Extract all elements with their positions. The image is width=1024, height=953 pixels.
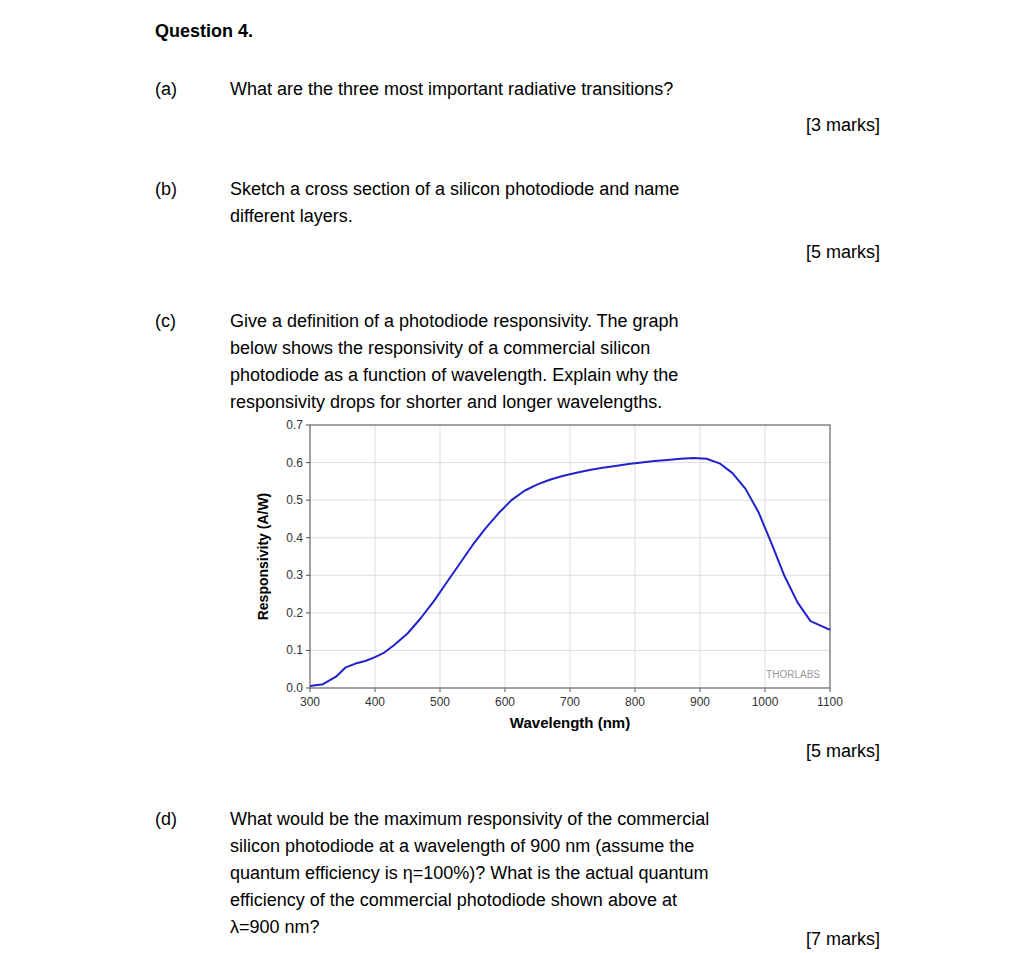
grid-line bbox=[375, 425, 376, 688]
grid-line bbox=[700, 425, 701, 688]
question-text: different layers. bbox=[230, 206, 353, 226]
x-tick-label: 300 bbox=[300, 695, 320, 709]
grid-line bbox=[310, 575, 830, 576]
tick bbox=[306, 500, 310, 501]
x-tick-label: 800 bbox=[625, 695, 645, 709]
grid-line bbox=[570, 425, 571, 688]
tick bbox=[306, 575, 310, 576]
question-text: silicon photodiode at a wavelength of 90… bbox=[230, 836, 694, 856]
grid-line bbox=[440, 425, 441, 688]
y-tick-label: 0.2 bbox=[286, 606, 303, 620]
question-text: photodiode as a function of wavelength. … bbox=[230, 365, 678, 385]
tick bbox=[375, 688, 376, 692]
plot-frame bbox=[310, 425, 830, 688]
y-tick-label: 0.5 bbox=[286, 493, 303, 507]
tick bbox=[306, 537, 310, 538]
y-axis-label: Responsivity (A/W) bbox=[255, 493, 271, 621]
question-text: Give a definition of a photodiode respon… bbox=[230, 311, 679, 331]
tick bbox=[306, 612, 310, 613]
y-tick-label: 0.7 bbox=[286, 418, 303, 432]
grid-line bbox=[310, 462, 830, 463]
question-label: (d) bbox=[155, 809, 177, 829]
plot-area bbox=[310, 425, 830, 688]
x-tick-label: 900 bbox=[690, 695, 710, 709]
question-text: What are the three most important radiat… bbox=[230, 79, 673, 99]
x-tick-label: 1000 bbox=[752, 695, 779, 709]
chart: 300 400 500 600 700 800 900 1000 1100 0.0 0.1 0.2 0.… bbox=[255, 418, 843, 731]
x-tick-label: 1100 bbox=[817, 695, 843, 709]
question-text: efficiency of the commercial photodiode … bbox=[230, 890, 677, 910]
tick bbox=[306, 425, 310, 426]
grid-line bbox=[765, 425, 766, 688]
tick bbox=[570, 688, 571, 692]
question-label: (b) bbox=[155, 179, 177, 199]
tick bbox=[306, 688, 310, 689]
tick bbox=[830, 688, 831, 692]
question-text: below shows the responsivity of a commer… bbox=[230, 338, 650, 358]
title: Question 4. bbox=[155, 21, 253, 41]
tick bbox=[306, 650, 310, 651]
tick bbox=[765, 688, 766, 692]
watermark: THORLABS bbox=[766, 669, 820, 680]
x-axis-label: Wavelength (nm) bbox=[510, 714, 630, 731]
question-label: (a) bbox=[155, 79, 177, 99]
x-tick-label: 500 bbox=[430, 695, 450, 709]
question-text: quantum efficiency is η=100%)? What is t… bbox=[230, 863, 708, 883]
x-tick-label: 400 bbox=[365, 695, 385, 709]
question-text: Sketch a cross section of a silicon phot… bbox=[230, 179, 679, 199]
tick bbox=[440, 688, 441, 692]
question-text: responsivity drops for shorter and longe… bbox=[230, 392, 662, 412]
grid-line bbox=[635, 425, 636, 688]
tick bbox=[306, 462, 310, 463]
tick bbox=[700, 688, 701, 692]
tick bbox=[505, 688, 506, 692]
y-tick-label: 0.6 bbox=[286, 456, 303, 470]
series-group bbox=[310, 458, 830, 686]
y-tick-label: 0.1 bbox=[286, 643, 303, 657]
question-marks: [3 marks] bbox=[806, 115, 880, 135]
tick bbox=[635, 688, 636, 692]
y-tick-label: 0.3 bbox=[286, 568, 303, 582]
question-text: λ=900 nm? bbox=[230, 917, 320, 937]
question-marks: [7 marks] bbox=[806, 929, 880, 949]
tick bbox=[310, 688, 311, 692]
grid-line bbox=[310, 537, 830, 538]
question-marks: [5 marks] bbox=[806, 242, 880, 262]
question-text: What would be the maximum responsivity o… bbox=[230, 809, 709, 829]
line bbox=[310, 458, 830, 686]
question-label: (c) bbox=[155, 311, 176, 331]
grid-line bbox=[505, 425, 506, 688]
x-tick-label: 600 bbox=[495, 695, 515, 709]
question-marks: [5 marks] bbox=[806, 741, 880, 761]
grid-line bbox=[310, 612, 830, 613]
page: Question 4. (a) What are the three most im… bbox=[0, 0, 1024, 953]
x-tick-label: 700 bbox=[560, 695, 580, 709]
y-tick-label: 0.0 bbox=[286, 681, 303, 695]
y-tick-label: 0.4 bbox=[286, 531, 303, 545]
